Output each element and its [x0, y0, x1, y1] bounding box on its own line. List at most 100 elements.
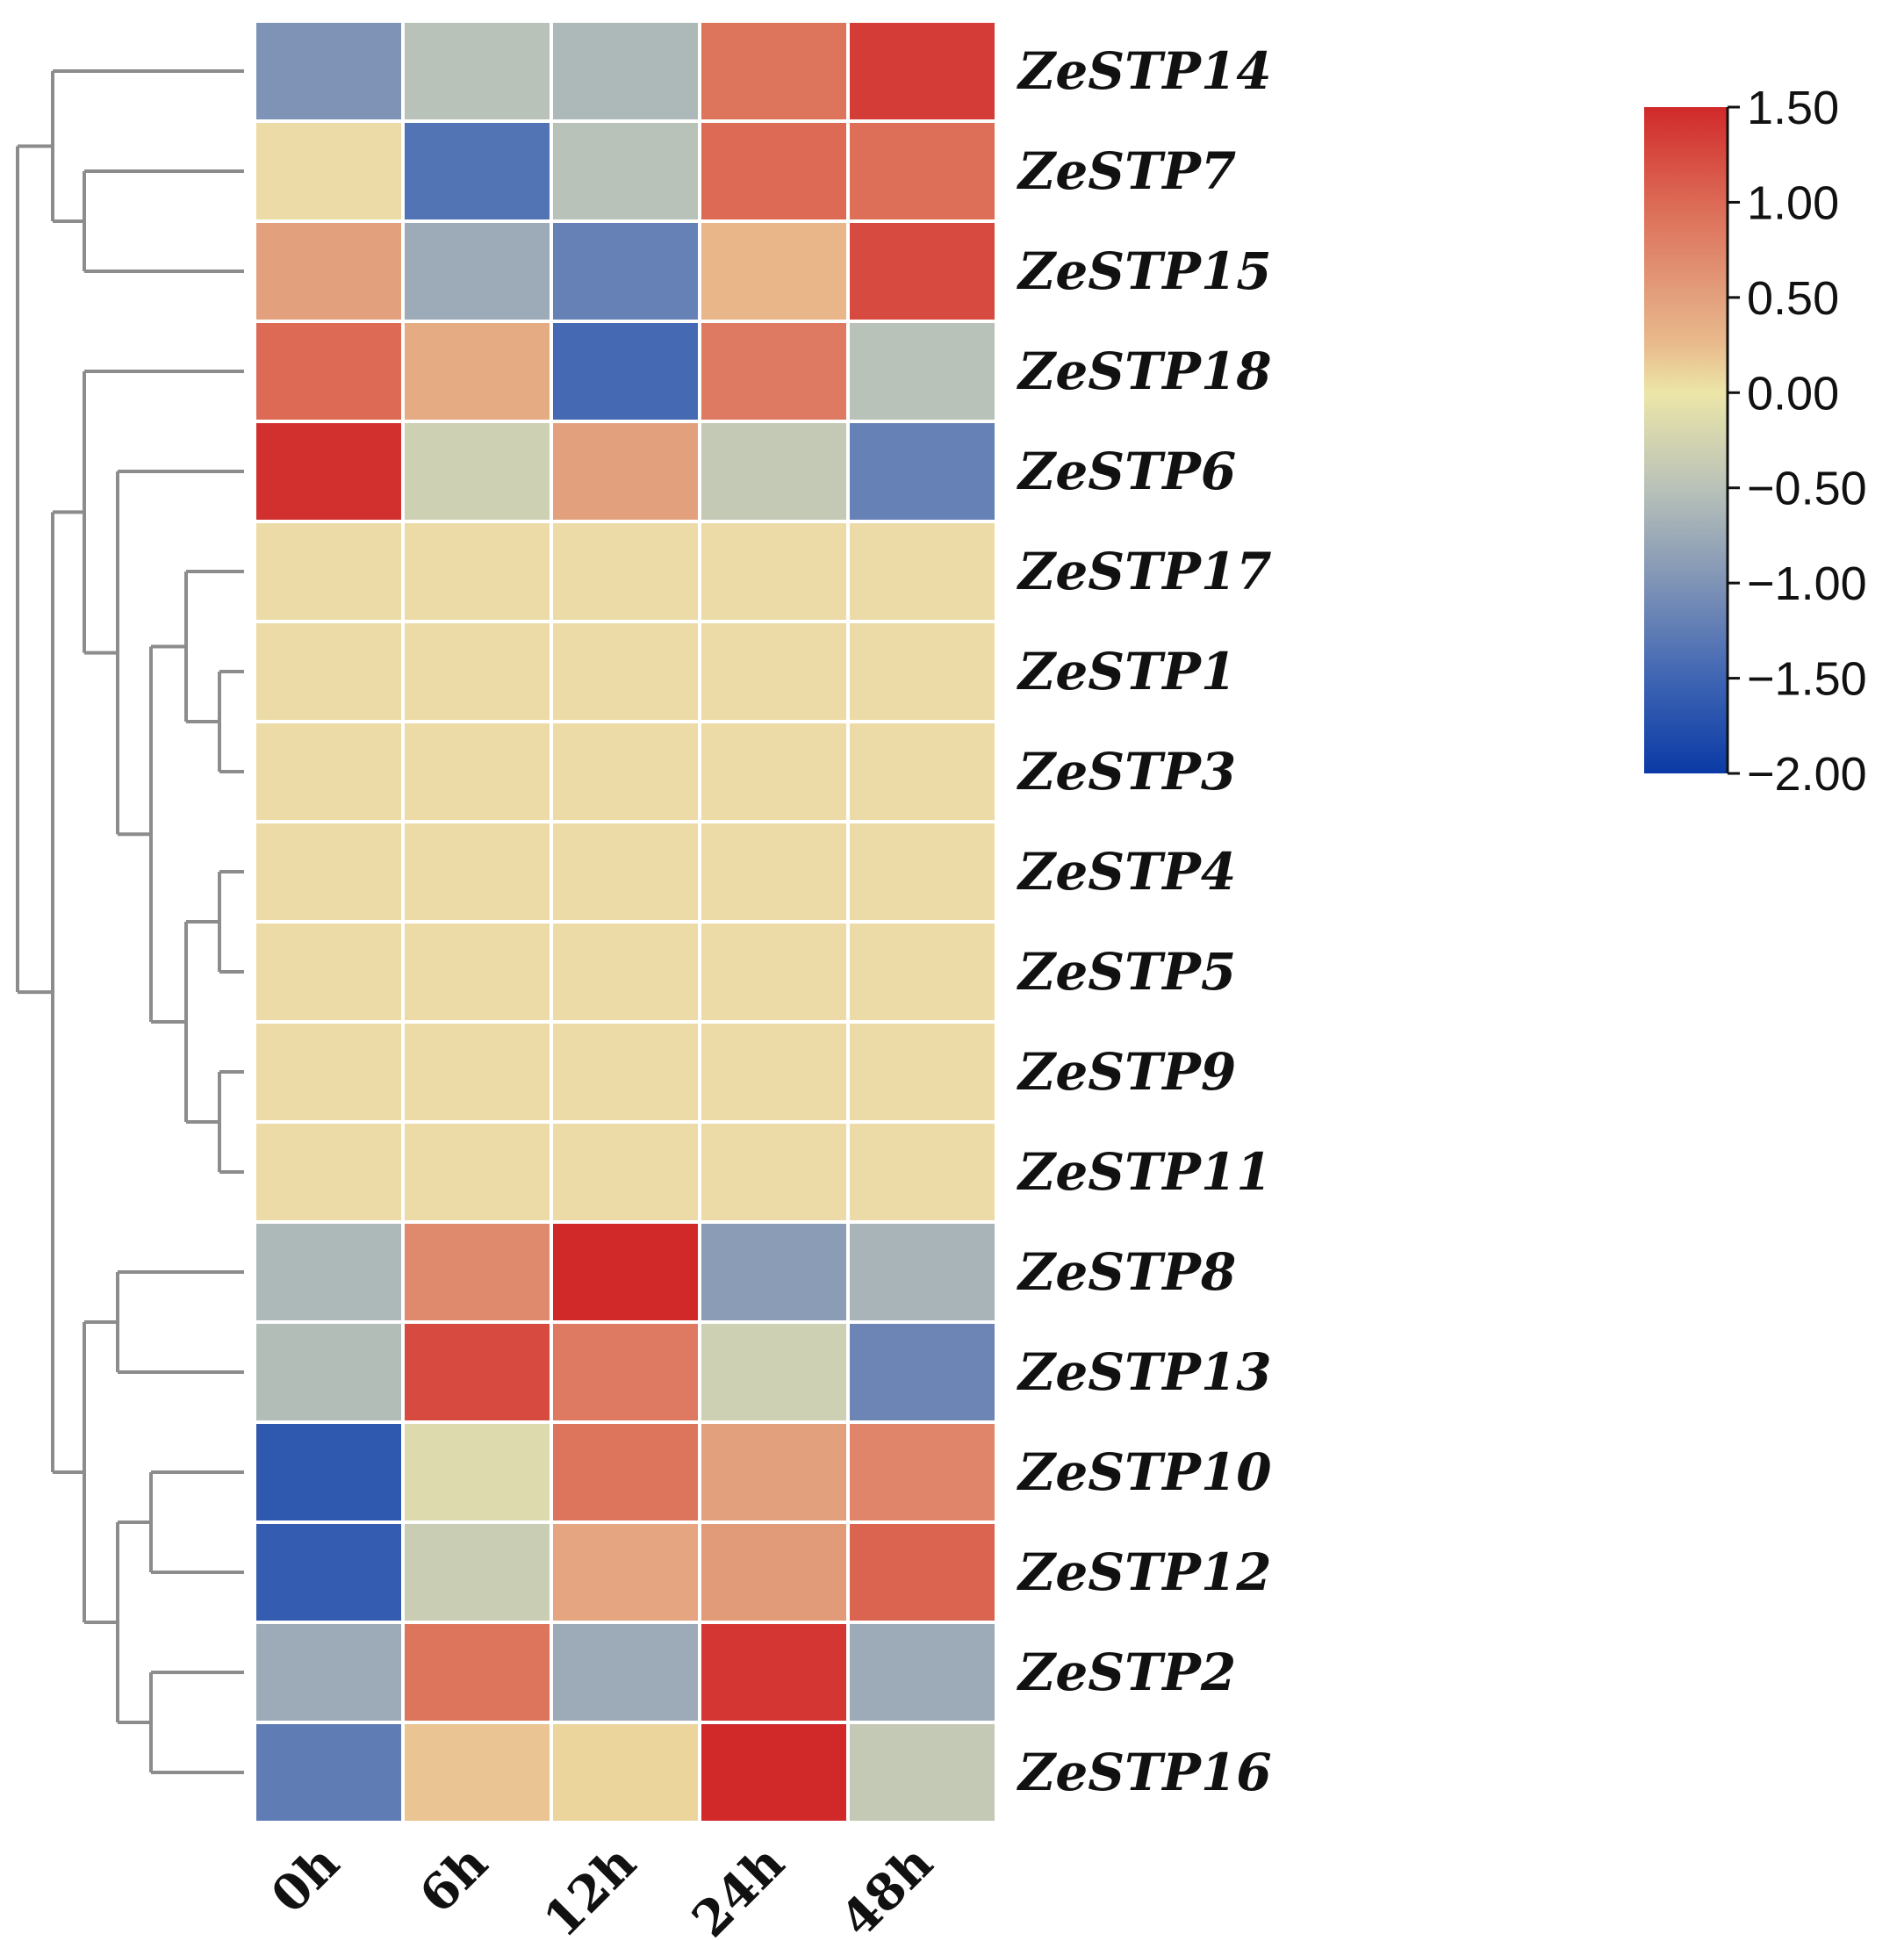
row-label: ZeSTP17	[1017, 542, 1272, 601]
row-label: ZeSTP16	[1017, 1743, 1272, 1802]
heatmap-cell	[698, 520, 850, 623]
heatmap-cell	[698, 720, 850, 823]
heatmap-cell	[253, 1020, 405, 1124]
heatmap-cell	[253, 820, 405, 924]
heatmap-cell	[698, 820, 850, 924]
heatmap-cell	[698, 119, 850, 223]
heatmap-cell	[253, 720, 405, 823]
heatmap-cell	[401, 119, 553, 223]
colorbar-tick-label: −0.50	[1747, 463, 1867, 515]
row-label: ZeSTP11	[1017, 1142, 1272, 1202]
heatmap-cell	[253, 620, 405, 723]
heatmap-cell	[401, 320, 553, 423]
heatmap-cell	[253, 19, 405, 123]
heatmap-cell	[550, 920, 701, 1024]
row-dendrogram	[16, 69, 244, 1774]
heatmap-cell	[401, 520, 553, 623]
heatmap-cell	[846, 1320, 998, 1424]
heatmap-cell	[253, 1721, 405, 1824]
row-label: ZeSTP5	[1017, 942, 1236, 1002]
heatmap-cell	[550, 1120, 701, 1224]
heatmap-cell	[401, 420, 553, 523]
heatmap-cell	[698, 219, 850, 323]
heatmap-cell	[401, 219, 553, 323]
column-label: 12h	[533, 1834, 648, 1941]
colorbar-gradient	[1644, 107, 1728, 773]
heatmap-cell	[550, 119, 701, 223]
colorbar-tick-label: 0.00	[1747, 367, 1839, 420]
row-label: ZeSTP10	[1017, 1442, 1272, 1502]
heatmap-cell	[846, 320, 998, 423]
heatmap-cell	[401, 1721, 553, 1824]
heatmap-cells	[253, 19, 998, 1824]
heatmap-cell	[846, 219, 998, 323]
heatmap-cell	[401, 920, 553, 1024]
heatmap-cell	[550, 620, 701, 723]
heatmap-cell	[253, 1520, 405, 1624]
heatmap-cell	[846, 520, 998, 623]
heatmap-cell	[550, 1320, 701, 1424]
heatmap-cell	[550, 420, 701, 523]
colorbar-tick-label: 1.50	[1747, 82, 1839, 134]
heatmap-cell	[253, 520, 405, 623]
heatmap-cell	[698, 1320, 850, 1424]
heatmap-cell	[401, 1621, 553, 1724]
heatmap-cell	[846, 820, 998, 924]
heatmap-cell	[698, 920, 850, 1024]
colorbar: 1.50 1.00 0.50 0.00 −0.50 −1.00 −1.50 −2.00	[1644, 82, 1867, 801]
column-label: 6h	[408, 1834, 499, 1924]
heatmap-cell	[550, 520, 701, 623]
heatmap-cell	[253, 1120, 405, 1224]
heatmap-cell	[846, 1520, 998, 1624]
heatmap-cell	[253, 1220, 405, 1324]
colorbar-tick-label: −1.00	[1747, 557, 1867, 610]
heatmap-cell	[846, 920, 998, 1024]
heatmap-cell	[698, 19, 850, 123]
heatmap-cell	[550, 1420, 701, 1524]
heatmap-cell	[698, 1420, 850, 1524]
heatmap-cell	[846, 1020, 998, 1124]
column-label: 0h	[260, 1834, 350, 1924]
heatmap-cell	[253, 320, 405, 423]
colorbar-tick-label: 0.50	[1747, 272, 1839, 325]
heatmap-cell	[846, 720, 998, 823]
heatmap-cell	[253, 119, 405, 223]
row-labels: ZeSTP14 ZeSTP7 ZeSTP15 ZeSTP18 ZeSTP6 ZeSTP17…	[1017, 41, 1272, 1802]
heatmap-cell	[550, 820, 701, 924]
heatmap-cell	[846, 620, 998, 723]
heatmap-cell	[550, 1520, 701, 1624]
row-label: ZeSTP1	[1017, 642, 1236, 701]
row-label: ZeSTP7	[1017, 141, 1236, 201]
heatmap-cell	[846, 1220, 998, 1324]
heatmap-cell	[253, 1621, 405, 1724]
heatmap-cell	[253, 1320, 405, 1424]
heatmap-cell	[550, 1220, 701, 1324]
heatmap-cell	[401, 1120, 553, 1224]
heatmap-cell	[550, 219, 701, 323]
heatmap-cell	[698, 1220, 850, 1324]
heatmap-cell	[550, 720, 701, 823]
heatmap-cell	[401, 19, 553, 123]
heatmap-cell	[253, 920, 405, 1024]
heatmap-cell	[253, 219, 405, 323]
heatmap-cell	[401, 720, 553, 823]
row-label: ZeSTP3	[1017, 742, 1236, 802]
row-label: ZeSTP2	[1017, 1643, 1236, 1702]
heatmap-cell	[698, 1721, 850, 1824]
row-label: ZeSTP12	[1017, 1542, 1272, 1602]
heatmap-cell	[846, 420, 998, 523]
heatmap-cell	[846, 1721, 998, 1824]
colorbar-tick-label: 1.00	[1747, 176, 1839, 229]
heatmap-cell	[846, 1120, 998, 1224]
heatmap-cell	[253, 420, 405, 523]
column-label: 48h	[830, 1834, 945, 1941]
row-label: ZeSTP13	[1017, 1342, 1272, 1402]
heatmap-cell	[550, 1621, 701, 1724]
heatmap-cell	[550, 19, 701, 123]
heatmap-cell	[698, 420, 850, 523]
column-labels: 0h 6h 12h 24h 48h	[260, 1834, 944, 1941]
heatmap-cell	[698, 1020, 850, 1124]
heatmap-cell	[846, 1621, 998, 1724]
row-label: ZeSTP9	[1017, 1042, 1236, 1102]
